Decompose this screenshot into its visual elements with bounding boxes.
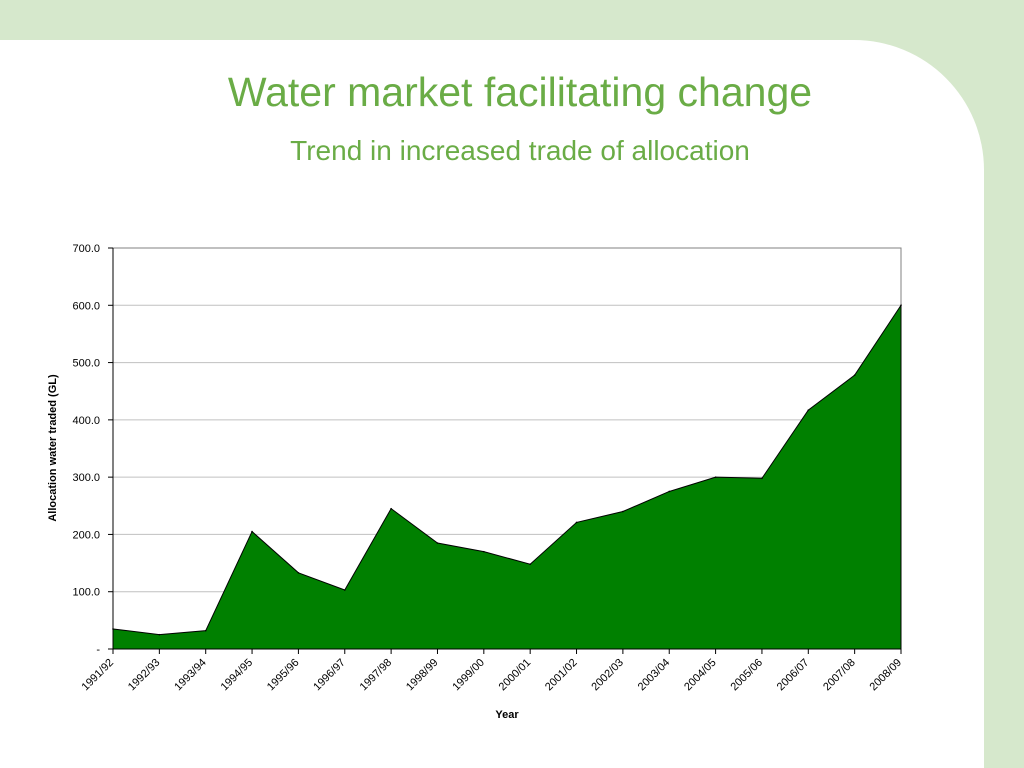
data-point (483, 550, 485, 553)
x-tick-label: 2001/02 (543, 657, 580, 694)
data-point (900, 304, 902, 307)
y-tick-label: 200.0 (72, 529, 100, 541)
x-tick-label: 1993/94 (172, 657, 209, 694)
x-ticks: 1991/92 1992/93 1993/94 1994/95 1995/96 1996/… (80, 649, 905, 694)
y-tick-label: 600.0 (72, 300, 100, 312)
x-tick-label: 1998/99 (404, 657, 441, 694)
y-axis-label: Allocation water traded (GL) (47, 374, 59, 522)
y-tick-label: 500.0 (72, 358, 100, 370)
x-tick-label: 2005/06 (728, 657, 765, 694)
slide-title: Water market facilitating change (227, 69, 813, 115)
data-point (204, 629, 207, 632)
data-point (714, 476, 717, 478)
x-tick-label: 2007/08 (821, 657, 858, 694)
x-tick-label: 2006/07 (775, 657, 812, 694)
x-tick-label: 2002/03 (589, 657, 626, 694)
x-tick-label: 2000/01 (497, 657, 534, 694)
x-tick-label: 1992/93 (126, 657, 163, 694)
data-point (622, 510, 624, 513)
x-tick-label: 2008/09 (868, 657, 905, 694)
x-tick-label: 2004/05 (682, 657, 719, 694)
data-point (297, 572, 300, 574)
slide-subtitle: Trend in increased trade of allocation (290, 135, 750, 166)
data-point (158, 633, 161, 636)
series-area (112, 303, 902, 650)
y-tick-label: - (96, 644, 100, 656)
data-point (529, 563, 531, 566)
y-ticks: - 100.0 200.0 300.0 400.0 500.0 600.0 700.0 (72, 243, 113, 656)
x-axis-label: Year (495, 709, 519, 721)
x-tick-label: 1999/00 (450, 657, 487, 694)
x-tick-label: 1995/96 (265, 657, 302, 694)
axes (112, 248, 901, 650)
data-point (436, 542, 439, 544)
data-point (390, 507, 392, 510)
data-point (853, 374, 856, 376)
x-tick-label: 1994/95 (219, 657, 256, 694)
data-point (761, 477, 763, 480)
data-point (251, 530, 253, 533)
data-point (807, 409, 810, 411)
y-tick-label: 300.0 (72, 472, 100, 484)
data-point (668, 490, 671, 493)
x-tick-label: 1997/98 (358, 657, 395, 694)
y-tick-label: 400.0 (72, 415, 100, 427)
data-point (575, 521, 578, 524)
data-point (343, 589, 346, 591)
x-tick-label: 1991/92 (80, 657, 117, 694)
y-tick-label: 700.0 (72, 243, 100, 255)
x-tick-label: 2003/04 (636, 657, 673, 694)
x-tick-label: 1996/97 (311, 657, 348, 694)
y-tick-label: 100.0 (72, 587, 100, 599)
